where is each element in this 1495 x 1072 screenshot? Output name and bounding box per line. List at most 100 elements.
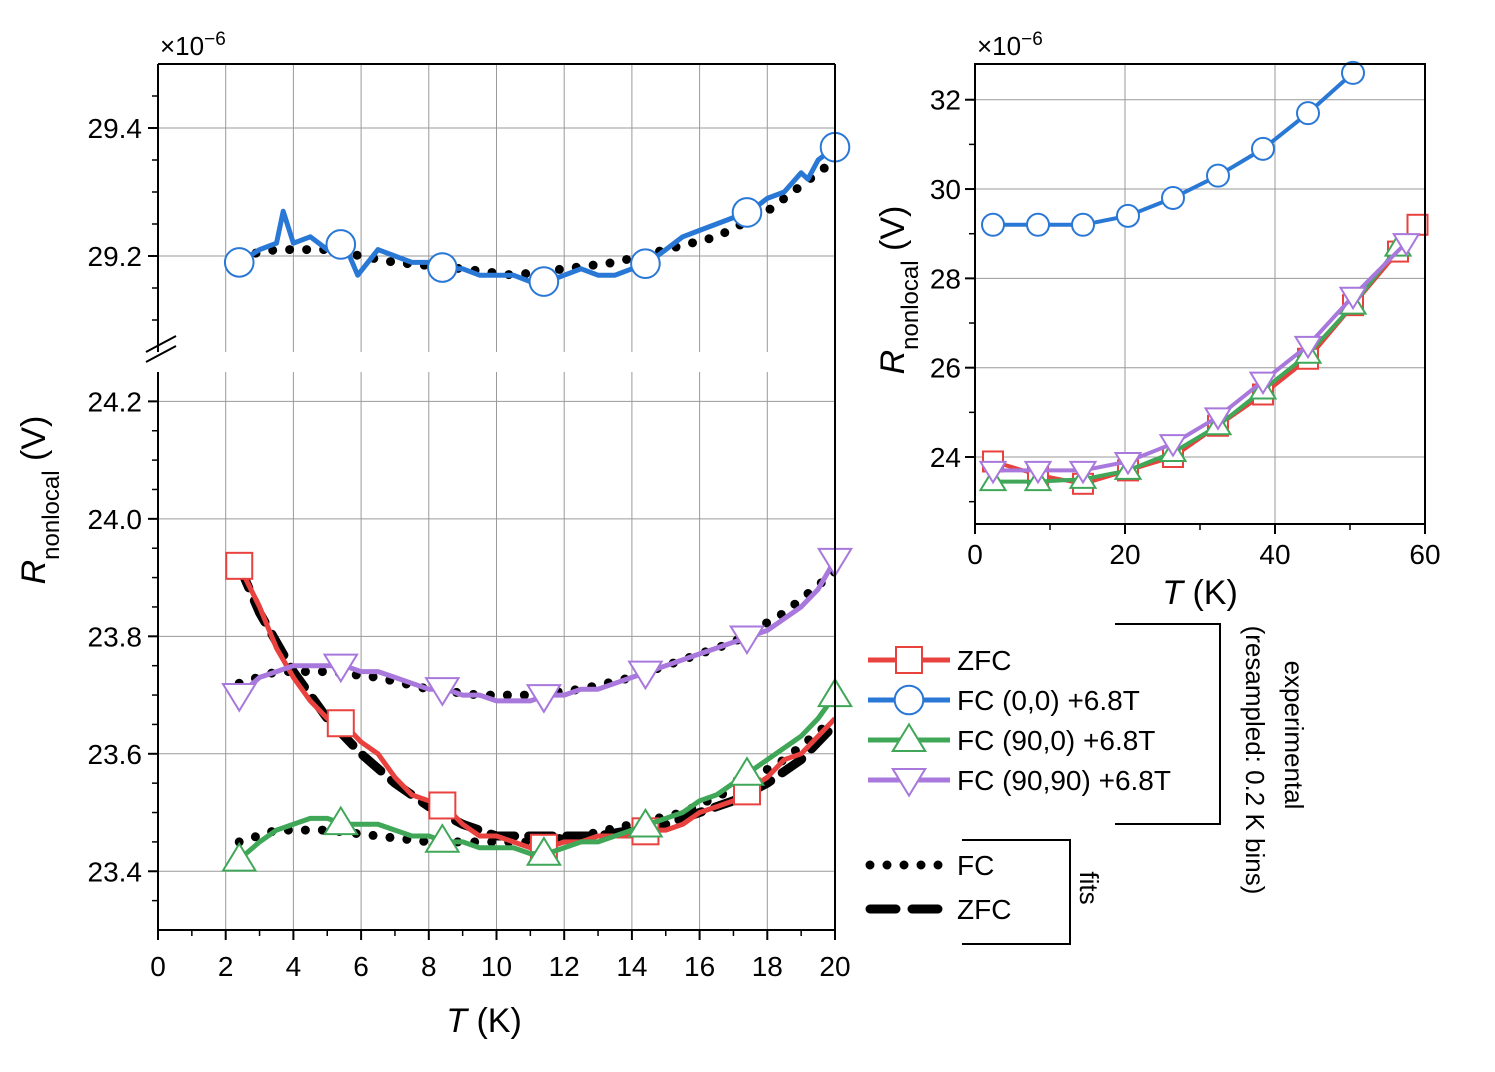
main-y-tick-label: 29.4 [88, 113, 143, 144]
main-y-tick-label: 24.0 [88, 504, 143, 535]
inset-series-marker [1293, 335, 1323, 360]
legend-fits: FC ZFC [865, 850, 1011, 925]
inset-series-marker [1206, 163, 1230, 188]
inset-series-marker [1251, 136, 1275, 161]
axis-break-mark [145, 345, 177, 363]
inset-series-marker [1341, 60, 1365, 85]
legend-marker [890, 767, 928, 798]
legend-label: ZFC [957, 645, 1011, 676]
inset-series-marker [1296, 101, 1320, 126]
main-ticks: 0 2 4 6 8 10 12 14 16 18 20 29.2 29.4 23.4 23.6 23.8 24.… [88, 95, 851, 982]
inset-series-line [993, 241, 1408, 473]
legend-marker [890, 722, 928, 753]
inset-y-tick-label: 24 [930, 442, 961, 473]
inset-y-tick-label: 30 [930, 174, 961, 205]
series-line [236, 564, 835, 851]
inset-y-axis-label: Rnonlocal (V) [874, 206, 924, 375]
inset-multiplier: ×10−6 [977, 29, 1043, 62]
main-x-tick-label: 6 [353, 951, 369, 982]
series-marker [627, 660, 664, 691]
main-x-tick-label: 0 [150, 951, 166, 982]
inset-series-marker [1203, 407, 1233, 431]
inset-x-tick-label: 20 [1109, 539, 1140, 570]
inset-series-marker [1338, 286, 1368, 311]
inset-series-marker [1248, 371, 1278, 396]
main-x-tick-label: 14 [616, 951, 647, 982]
series-marker [223, 247, 255, 278]
legend-fits-label: fits [1074, 871, 1104, 904]
main-y-tick-label: 23.8 [88, 621, 143, 652]
main-x-axis-label: T (K) [446, 1002, 522, 1040]
inset-x-tick-label: 60 [1409, 539, 1440, 570]
inset-series-marker [1026, 212, 1050, 237]
inset-series-marker [1023, 460, 1053, 485]
legend-fit-label: FC [957, 850, 994, 881]
inset-y-tick-label: 26 [930, 353, 961, 384]
inset-x-axis-label: T (K) [1162, 574, 1238, 612]
main-y-tick-label: 23.6 [88, 739, 143, 770]
inset-series-marker [981, 212, 1005, 237]
series-marker [427, 252, 458, 283]
inset-x-tick-label: 0 [967, 539, 983, 570]
series-marker [221, 683, 258, 713]
legend-bracket-experimental [1115, 623, 1221, 825]
main-multiplier: ×10−6 [160, 29, 226, 62]
legend-experimental-label: experimental [1279, 661, 1309, 810]
series-marker [325, 229, 357, 260]
series-marker [221, 841, 258, 872]
series-marker [322, 805, 359, 836]
legend-marker [893, 684, 925, 716]
axis-break-mark [145, 335, 177, 353]
inset-ticks: 0 20 40 60 24 26 28 30 32 [930, 85, 1441, 570]
legend-label: FC (90,90) +6.8T [957, 765, 1171, 796]
series-marker [525, 836, 562, 866]
legend-bracket-fits [962, 839, 1071, 945]
inset-series-marker [1071, 212, 1095, 237]
series-marker [731, 197, 763, 228]
series-marker [528, 266, 560, 297]
series-marker [627, 807, 664, 838]
main-x-tick-label: 18 [752, 951, 783, 982]
inset-x-tick-label: 40 [1259, 539, 1290, 570]
main-fits [234, 155, 835, 847]
inset-series-marker [1113, 451, 1143, 476]
inset-series-marker [978, 460, 1008, 485]
main-chart: 0 2 4 6 8 10 12 14 16 18 20 29.2 29.4 23.4 23.6 23.8 24.… [15, 29, 854, 1040]
inset-series [978, 60, 1429, 495]
inset-grid [975, 64, 1425, 524]
main-x-tick-label: 16 [684, 951, 715, 982]
legend-resampled-label: (resampled: 0.2 K bins) [1240, 626, 1270, 895]
main-y-tick-label: 24.2 [88, 386, 143, 417]
legend-fit-label: ZFC [957, 894, 1011, 925]
series-marker [525, 684, 562, 714]
series-marker [424, 677, 461, 707]
main-x-tick-label: 20 [819, 951, 850, 982]
series-marker [428, 791, 457, 820]
series-marker [225, 551, 254, 580]
legend: ZFC FC (0,0) +6.8T FC (90,0) +6.8T FC (90,9… [865, 623, 1309, 945]
inset-series-marker [1116, 203, 1140, 228]
inset-chart: 0 20 40 60 24 26 28 30 32 ×10−6 T (K) Rnonlocal … [874, 29, 1441, 613]
main-x-tick-label: 8 [421, 951, 437, 982]
inset-series-marker [1161, 185, 1185, 210]
legend-marker [895, 646, 923, 674]
main-x-tick-label: 10 [481, 951, 512, 982]
main-x-tick-label: 2 [218, 951, 234, 982]
legend-label: FC (0,0) +6.8T [957, 685, 1140, 716]
inset-series-marker [1158, 434, 1188, 458]
main-y-axis-label: Rnonlocal (V) [15, 416, 65, 585]
series-marker [630, 248, 661, 279]
inset-series-marker [1391, 233, 1421, 257]
main-y-tick-label: 23.4 [88, 856, 143, 887]
legend-experimental: ZFC FC (0,0) +6.8T FC (90,0) +6.8T FC (90,9… [868, 645, 1171, 798]
series-marker [424, 823, 461, 853]
series-marker [728, 756, 766, 786]
inset-y-tick-label: 32 [930, 85, 961, 116]
main-y-tick-label: 29.2 [88, 241, 143, 272]
series-marker [322, 653, 359, 684]
legend-label: FC (90,0) +6.8T [957, 725, 1155, 756]
series-marker [728, 625, 766, 656]
main-series [221, 131, 854, 872]
inset-series-line [993, 245, 1400, 484]
